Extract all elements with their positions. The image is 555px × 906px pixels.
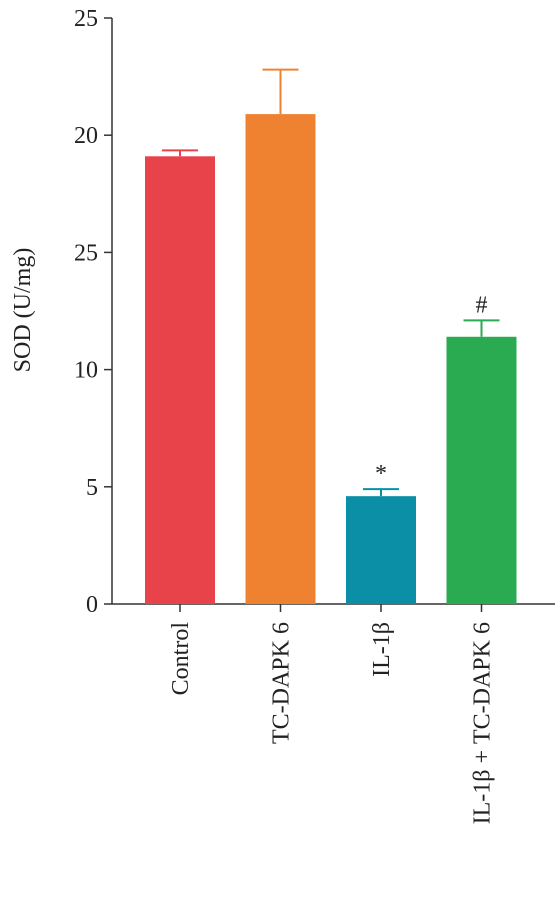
y-axis-label: SOD (U/mg) (10, 248, 36, 373)
x-tick-label: IL-1β + TC-DAPK 6 (470, 622, 496, 824)
bar (446, 336, 517, 604)
bar (145, 156, 215, 604)
annotation: # (476, 292, 488, 318)
y-tick-label: 25 (74, 240, 98, 266)
x-tick-label: TC-DAPK 6 (269, 622, 295, 744)
y-tick-label: 10 (74, 358, 98, 384)
y-tick-label: 0 (86, 592, 98, 618)
annotation: * (375, 461, 387, 487)
y-tick-label: 20 (74, 123, 98, 149)
bar (245, 114, 316, 604)
x-tick-label: Control (168, 622, 194, 696)
bar (346, 496, 416, 604)
y-tick-label: 5 (86, 475, 98, 501)
y-tick-label: 25 (74, 6, 98, 32)
x-tick-label: IL-1β (369, 622, 395, 677)
